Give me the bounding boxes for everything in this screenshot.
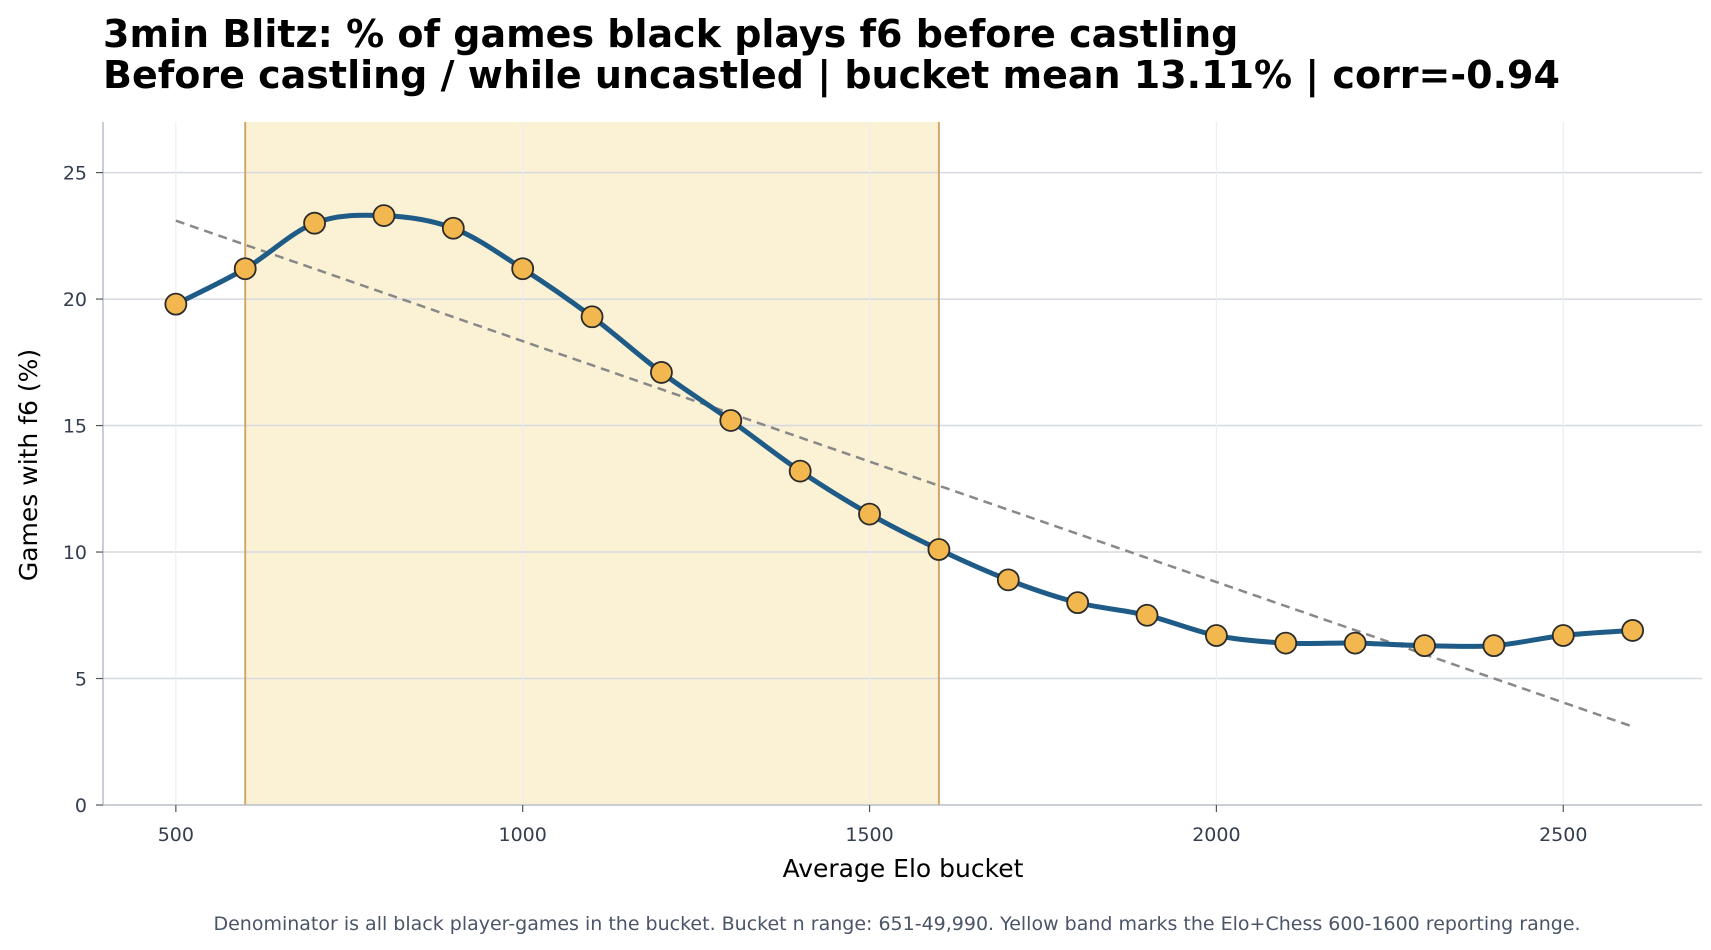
data-point (1413, 634, 1436, 658)
data-point (1135, 603, 1159, 627)
data-point (858, 502, 881, 526)
x-tick-label: 1000 (499, 824, 547, 846)
series-line (173, 212, 1636, 649)
y-tick-label: 0 (75, 795, 87, 817)
data-point (303, 211, 326, 235)
footnote: Denominator is all black player-games in… (213, 913, 1580, 935)
data-point (164, 292, 188, 316)
data-point (1482, 634, 1506, 658)
y-tick-label: 10 (63, 542, 87, 564)
data-point (1551, 624, 1575, 647)
y-axis-label: Games with f6 (%) (14, 349, 43, 581)
data-point (996, 568, 1020, 592)
data-point (650, 361, 673, 384)
data-point (719, 409, 743, 432)
data-point (580, 305, 604, 329)
data-point (1066, 591, 1090, 615)
plot-area: 0 5 10 15 20 25 500 1000 1500 2000 2500 (63, 122, 1702, 846)
x-tick-label: 1500 (845, 824, 893, 846)
y-tick-label: 15 (63, 416, 87, 438)
data-point (788, 459, 812, 483)
x-tick-label: 2500 (1539, 824, 1587, 846)
data-point (511, 257, 535, 281)
chart-subtitle: Before castling / while uncastled | buck… (103, 53, 1560, 98)
highlight-band (245, 122, 939, 805)
data-point (372, 204, 396, 227)
x-tick-label: 2000 (1192, 824, 1240, 846)
chart-title: 3min Blitz: % of games black plays f6 be… (103, 12, 1238, 56)
data-point (441, 216, 465, 240)
trend-line (175, 219, 1634, 728)
data-point (1343, 631, 1367, 655)
data-point (1274, 631, 1298, 655)
y-tick-label: 5 (75, 669, 87, 691)
data-point (233, 257, 257, 281)
y-tick-label: 25 (63, 163, 87, 185)
data-point (1205, 624, 1228, 647)
x-tick-label: 500 (158, 824, 194, 846)
data-point (927, 538, 951, 561)
y-tick-label: 20 (63, 289, 87, 311)
x-axis-label: Average Elo bucket (783, 854, 1024, 883)
data-point (1621, 619, 1645, 642)
